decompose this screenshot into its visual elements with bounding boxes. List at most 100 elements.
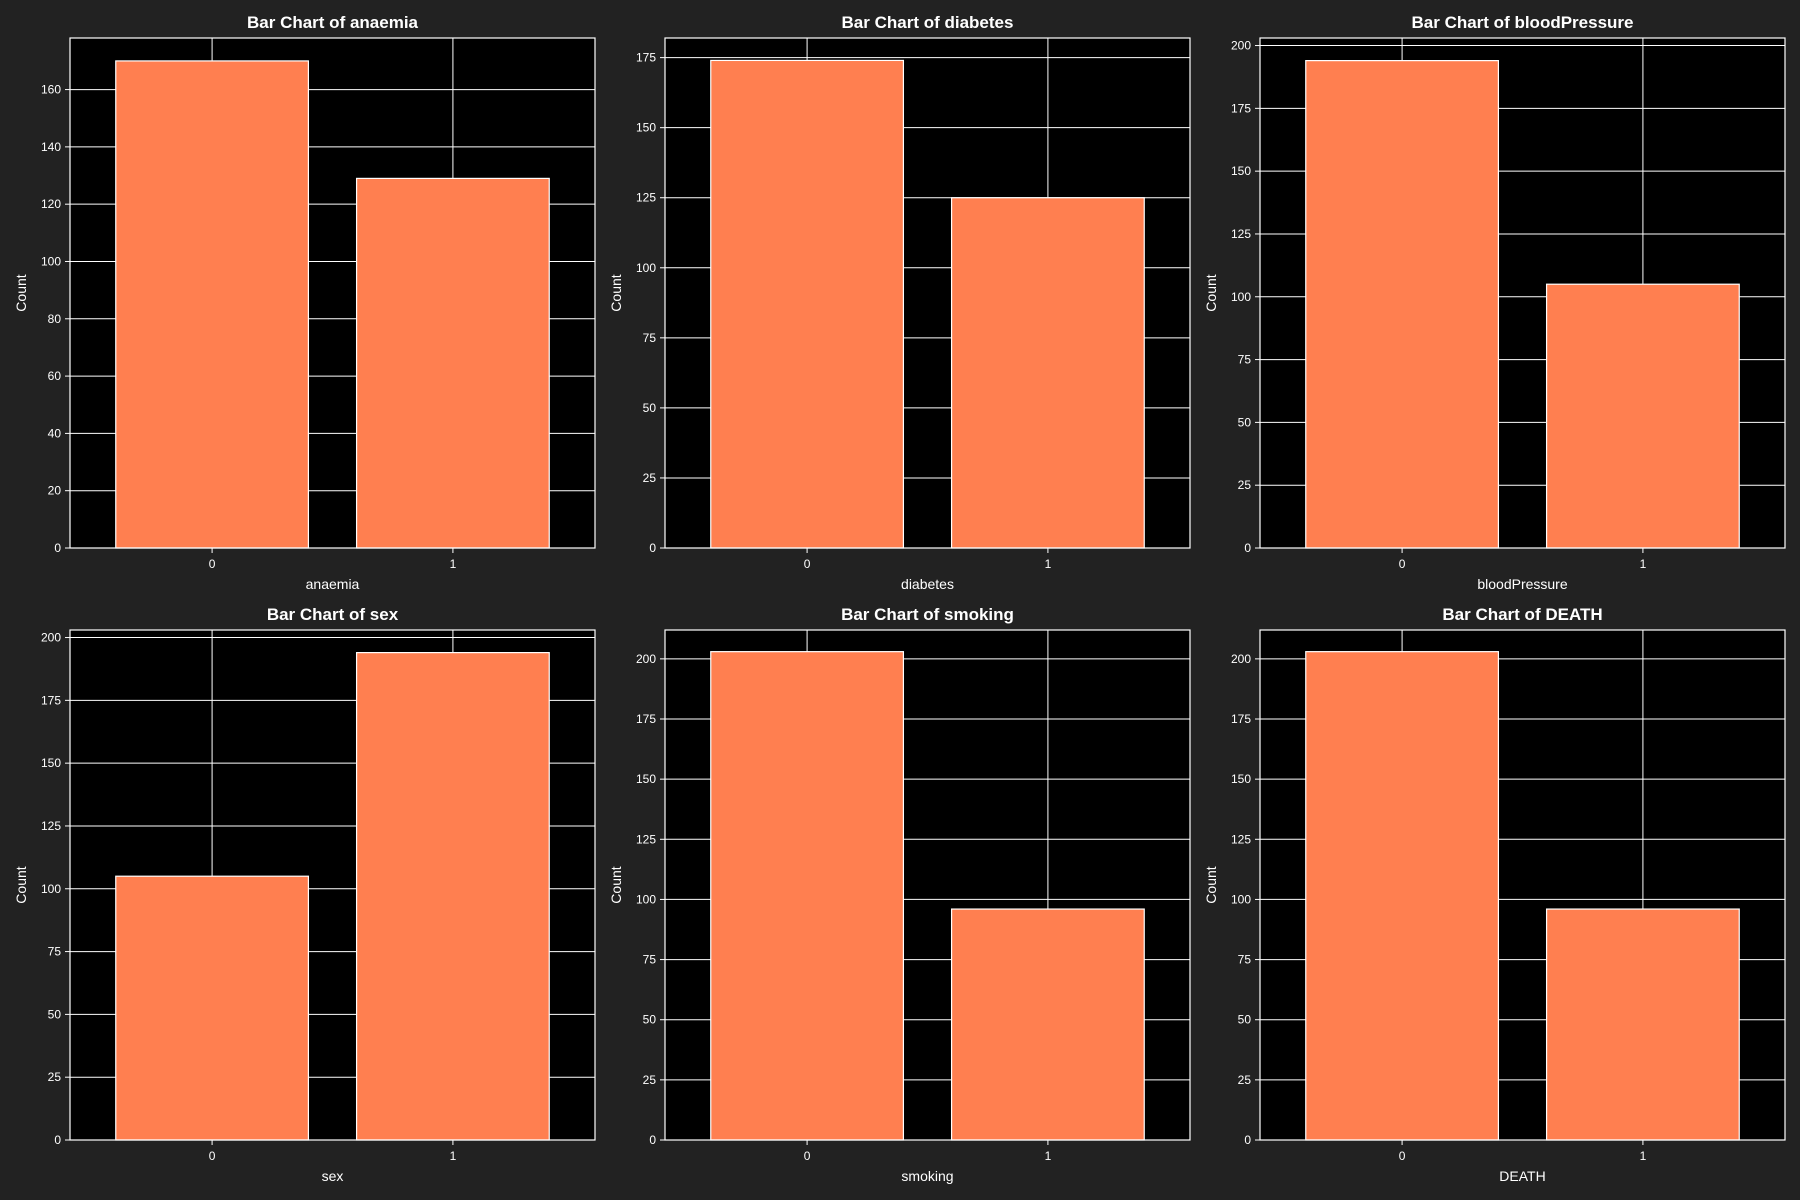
x-axis-label: bloodPressure: [1477, 576, 1567, 592]
y-tick-label: 140: [41, 140, 61, 154]
x-tick-label: 1: [1045, 557, 1052, 571]
y-tick-label: 25: [48, 1070, 62, 1084]
y-tick-label: 50: [1238, 1013, 1252, 1027]
x-tick-label: 0: [1399, 1149, 1406, 1163]
chart-bloodpressure: 0 25 50 75 100 125 150 175 200 0 1 Bar Chart of blo…: [1203, 13, 1786, 592]
y-tick-label: 25: [643, 471, 657, 485]
chart-title: Bar Chart of DEATH: [1442, 605, 1602, 624]
axes-frame: [69, 37, 596, 549]
y-tick-label: 150: [1231, 772, 1251, 786]
y-tick-label: 0: [54, 1133, 61, 1147]
chart-title: Bar Chart of bloodPressure: [1412, 13, 1634, 32]
chart-anaemia: 0 20 40 60 80 100 120 140 160 0 1 Bar Chart of anae…: [13, 13, 596, 592]
y-tick-label: 120: [41, 197, 61, 211]
y-tick-label: 200: [636, 652, 656, 666]
x-tick-label: 0: [1399, 557, 1406, 571]
y-tick-label: 75: [643, 331, 657, 345]
y-tick-label: 40: [48, 426, 62, 440]
bar-0: [115, 875, 310, 1141]
x-tick-label: 1: [1045, 1149, 1052, 1163]
y-tick-label: 0: [649, 1133, 656, 1147]
x-axis-label: sex: [322, 1168, 344, 1184]
bar-1: [355, 177, 550, 549]
y-tick-label: 175: [636, 712, 656, 726]
y-tick-label: 150: [41, 756, 61, 770]
bar-1: [355, 652, 550, 1141]
bar-0: [1305, 60, 1500, 549]
y-tick-label: 200: [1231, 39, 1251, 53]
x-tick-label: 1: [450, 557, 457, 571]
bar-1: [1545, 908, 1740, 1141]
y-tick-label: 0: [1244, 1133, 1251, 1147]
y-tick-label: 0: [649, 541, 656, 555]
chart-title: Bar Chart of diabetes: [842, 13, 1014, 32]
bar-1: [950, 197, 1145, 549]
y-tick-label: 175: [41, 693, 61, 707]
y-axis-label: Count: [13, 274, 29, 311]
y-tick-label: 0: [54, 541, 61, 555]
y-tick-label: 50: [48, 1007, 62, 1021]
chart-diabetes: 0 25 50 75 100 125 150 175 0 1 Bar Chart of diabet…: [608, 13, 1191, 592]
y-axis-label: Count: [1203, 866, 1219, 903]
axes-frame: [1259, 37, 1786, 549]
y-tick-label: 100: [636, 261, 656, 275]
x-tick-label: 1: [450, 1149, 457, 1163]
axes-frame: [69, 629, 596, 1141]
y-tick-label: 75: [643, 953, 657, 967]
y-tick-label: 25: [1238, 478, 1252, 492]
axes-frame: [1259, 629, 1786, 1141]
y-tick-label: 60: [48, 369, 62, 383]
y-tick-label: 75: [1238, 353, 1252, 367]
y-tick-label: 125: [636, 191, 656, 205]
chart-smoking: 0 25 50 75 100 125 150 175 200 0 1 Bar Chart of smo…: [608, 605, 1191, 1184]
chart-sex: 0 25 50 75 100 125 150 175 200 0 1 Bar Chart of sex…: [13, 605, 596, 1184]
bar-0: [710, 651, 905, 1141]
x-tick-label: 1: [1640, 557, 1647, 571]
y-tick-label: 125: [1231, 227, 1251, 241]
y-tick-label: 150: [1231, 164, 1251, 178]
y-tick-label: 175: [1231, 101, 1251, 115]
y-tick-label: 25: [1238, 1073, 1252, 1087]
y-tick-label: 100: [1231, 290, 1251, 304]
x-tick-label: 1: [1640, 1149, 1647, 1163]
y-tick-label: 125: [41, 819, 61, 833]
y-axis-label: Count: [1203, 274, 1219, 311]
y-tick-label: 100: [41, 254, 61, 268]
y-tick-label: 150: [636, 121, 656, 135]
axes-frame: [664, 37, 1191, 549]
chart-title: Bar Chart of smoking: [841, 605, 1014, 624]
y-tick-label: 125: [1231, 832, 1251, 846]
y-tick-label: 200: [1231, 652, 1251, 666]
y-tick-label: 50: [643, 401, 657, 415]
bar-1: [950, 908, 1145, 1141]
y-tick-label: 100: [636, 892, 656, 906]
y-tick-label: 175: [636, 51, 656, 65]
x-axis-label: DEATH: [1499, 1168, 1545, 1184]
chart-title: Bar Chart of anaemia: [247, 13, 419, 32]
chart-death: 0 25 50 75 100 125 150 175 200 0 1 Bar Chart of DEA…: [1203, 605, 1786, 1184]
x-axis-label: diabetes: [901, 576, 954, 592]
y-tick-label: 20: [48, 484, 62, 498]
bar-0: [710, 59, 905, 549]
x-axis-label: anaemia: [306, 576, 360, 592]
bar-0: [115, 60, 310, 549]
y-tick-label: 75: [48, 945, 62, 959]
y-tick-label: 50: [643, 1013, 657, 1027]
x-axis-label: smoking: [901, 1168, 953, 1184]
bar-0: [1305, 651, 1500, 1141]
y-tick-label: 100: [41, 882, 61, 896]
y-tick-label: 200: [41, 631, 61, 645]
y-tick-label: 100: [1231, 892, 1251, 906]
y-axis-label: Count: [13, 866, 29, 903]
chart-title: Bar Chart of sex: [267, 605, 399, 624]
x-tick-label: 0: [804, 557, 811, 571]
y-tick-label: 125: [636, 832, 656, 846]
y-tick-label: 50: [1238, 415, 1252, 429]
x-tick-label: 0: [804, 1149, 811, 1163]
y-tick-label: 0: [1244, 541, 1251, 555]
y-tick-label: 160: [41, 83, 61, 97]
y-axis-label: Count: [608, 274, 624, 311]
y-tick-label: 25: [643, 1073, 657, 1087]
